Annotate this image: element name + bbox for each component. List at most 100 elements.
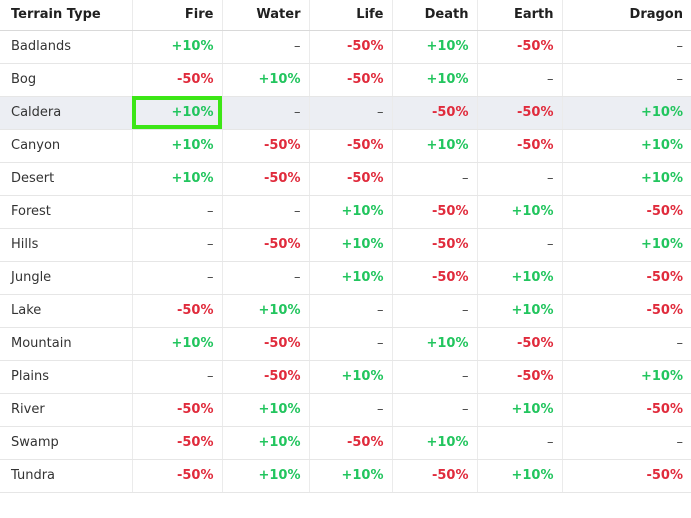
death-modifier-cell[interactable]: -50%: [392, 459, 478, 493]
terrain-name-cell[interactable]: Desert: [0, 162, 133, 196]
water-modifier-cell[interactable]: -50%: [222, 162, 310, 196]
earth-modifier-cell[interactable]: –: [477, 63, 563, 97]
table-row[interactable]: Forest – – +10% -50% +10% -50%: [0, 195, 691, 229]
life-modifier-cell[interactable]: +10%: [309, 195, 393, 229]
column-header-fire[interactable]: Fire: [132, 0, 223, 31]
fire-modifier-cell[interactable]: +10%: [132, 30, 223, 64]
dragon-modifier-cell[interactable]: -50%: [562, 459, 691, 493]
table-row[interactable]: Caldera +10% – – -50% -50% +10%: [0, 96, 691, 130]
fire-modifier-cell[interactable]: -50%: [132, 63, 223, 97]
life-modifier-cell[interactable]: -50%: [309, 426, 393, 460]
earth-modifier-cell[interactable]: +10%: [477, 261, 563, 295]
dragon-modifier-cell[interactable]: +10%: [562, 129, 691, 163]
death-modifier-cell[interactable]: –: [392, 162, 478, 196]
dragon-modifier-cell[interactable]: -50%: [562, 195, 691, 229]
water-modifier-cell[interactable]: -50%: [222, 360, 310, 394]
fire-modifier-cell[interactable]: -50%: [132, 459, 223, 493]
table-row[interactable]: Canyon +10% -50% -50% +10% -50% +10%: [0, 129, 691, 163]
earth-modifier-cell[interactable]: +10%: [477, 195, 563, 229]
earth-modifier-cell[interactable]: +10%: [477, 294, 563, 328]
terrain-name-cell[interactable]: Canyon: [0, 129, 133, 163]
water-modifier-cell[interactable]: -50%: [222, 129, 310, 163]
life-modifier-cell[interactable]: +10%: [309, 459, 393, 493]
life-modifier-cell[interactable]: -50%: [309, 129, 393, 163]
earth-modifier-cell[interactable]: –: [477, 228, 563, 262]
dragon-modifier-cell[interactable]: –: [562, 30, 691, 64]
dragon-modifier-cell[interactable]: –: [562, 63, 691, 97]
earth-modifier-cell[interactable]: -50%: [477, 360, 563, 394]
water-modifier-cell[interactable]: +10%: [222, 393, 310, 427]
water-modifier-cell[interactable]: -50%: [222, 228, 310, 262]
table-row[interactable]: Mountain +10% -50% – +10% -50% –: [0, 327, 691, 361]
table-row[interactable]: Desert +10% -50% -50% – – +10%: [0, 162, 691, 196]
column-header-water[interactable]: Water: [222, 0, 310, 31]
table-row[interactable]: Plains – -50% +10% – -50% +10%: [0, 360, 691, 394]
death-modifier-cell[interactable]: +10%: [392, 129, 478, 163]
water-modifier-cell[interactable]: –: [222, 261, 310, 295]
death-modifier-cell[interactable]: -50%: [392, 261, 478, 295]
dragon-modifier-cell[interactable]: -50%: [562, 294, 691, 328]
life-modifier-cell[interactable]: -50%: [309, 162, 393, 196]
terrain-name-cell[interactable]: River: [0, 393, 133, 427]
table-row[interactable]: Jungle – – +10% -50% +10% -50%: [0, 261, 691, 295]
column-header-terrain-type[interactable]: Terrain Type: [0, 0, 133, 31]
terrain-name-cell[interactable]: Jungle: [0, 261, 133, 295]
water-modifier-cell[interactable]: +10%: [222, 63, 310, 97]
water-modifier-cell[interactable]: +10%: [222, 294, 310, 328]
terrain-name-cell[interactable]: Caldera: [0, 96, 133, 130]
dragon-modifier-cell[interactable]: +10%: [562, 96, 691, 130]
life-modifier-cell[interactable]: –: [309, 327, 393, 361]
earth-modifier-cell[interactable]: +10%: [477, 393, 563, 427]
water-modifier-cell[interactable]: –: [222, 30, 310, 64]
death-modifier-cell[interactable]: +10%: [392, 327, 478, 361]
fire-modifier-cell[interactable]: -50%: [132, 294, 223, 328]
fire-modifier-cell[interactable]: –: [132, 228, 223, 262]
column-header-dragon[interactable]: Dragon: [562, 0, 691, 31]
earth-modifier-cell[interactable]: +10%: [477, 459, 563, 493]
terrain-name-cell[interactable]: Plains: [0, 360, 133, 394]
life-modifier-cell[interactable]: +10%: [309, 261, 393, 295]
death-modifier-cell[interactable]: -50%: [392, 96, 478, 130]
life-modifier-cell[interactable]: –: [309, 294, 393, 328]
fire-modifier-cell[interactable]: +10%: [132, 96, 223, 130]
fire-modifier-cell[interactable]: –: [132, 360, 223, 394]
life-modifier-cell[interactable]: +10%: [309, 228, 393, 262]
fire-modifier-cell[interactable]: +10%: [132, 327, 223, 361]
life-modifier-cell[interactable]: -50%: [309, 30, 393, 64]
table-row[interactable]: River -50% +10% – – +10% -50%: [0, 393, 691, 427]
earth-modifier-cell[interactable]: –: [477, 162, 563, 196]
terrain-name-cell[interactable]: Tundra: [0, 459, 133, 493]
water-modifier-cell[interactable]: -50%: [222, 327, 310, 361]
water-modifier-cell[interactable]: +10%: [222, 459, 310, 493]
fire-modifier-cell[interactable]: +10%: [132, 162, 223, 196]
dragon-modifier-cell[interactable]: +10%: [562, 360, 691, 394]
dragon-modifier-cell[interactable]: –: [562, 327, 691, 361]
life-modifier-cell[interactable]: –: [309, 393, 393, 427]
life-modifier-cell[interactable]: +10%: [309, 360, 393, 394]
fire-modifier-cell[interactable]: +10%: [132, 129, 223, 163]
table-row[interactable]: Badlands +10% – -50% +10% -50% –: [0, 30, 691, 64]
water-modifier-cell[interactable]: –: [222, 96, 310, 130]
terrain-name-cell[interactable]: Swamp: [0, 426, 133, 460]
death-modifier-cell[interactable]: +10%: [392, 426, 478, 460]
terrain-name-cell[interactable]: Forest: [0, 195, 133, 229]
earth-modifier-cell[interactable]: -50%: [477, 327, 563, 361]
death-modifier-cell[interactable]: –: [392, 360, 478, 394]
table-row[interactable]: Bog -50% +10% -50% +10% – –: [0, 63, 691, 97]
death-modifier-cell[interactable]: +10%: [392, 63, 478, 97]
terrain-name-cell[interactable]: Mountain: [0, 327, 133, 361]
water-modifier-cell[interactable]: –: [222, 195, 310, 229]
table-row[interactable]: Tundra -50% +10% +10% -50% +10% -50%: [0, 459, 691, 493]
earth-modifier-cell[interactable]: -50%: [477, 30, 563, 64]
dragon-modifier-cell[interactable]: +10%: [562, 228, 691, 262]
fire-modifier-cell[interactable]: –: [132, 261, 223, 295]
death-modifier-cell[interactable]: –: [392, 393, 478, 427]
fire-modifier-cell[interactable]: -50%: [132, 393, 223, 427]
dragon-modifier-cell[interactable]: +10%: [562, 162, 691, 196]
terrain-name-cell[interactable]: Hills: [0, 228, 133, 262]
dragon-modifier-cell[interactable]: -50%: [562, 393, 691, 427]
fire-modifier-cell[interactable]: -50%: [132, 426, 223, 460]
death-modifier-cell[interactable]: -50%: [392, 195, 478, 229]
table-row[interactable]: Swamp -50% +10% -50% +10% – –: [0, 426, 691, 460]
earth-modifier-cell[interactable]: -50%: [477, 96, 563, 130]
